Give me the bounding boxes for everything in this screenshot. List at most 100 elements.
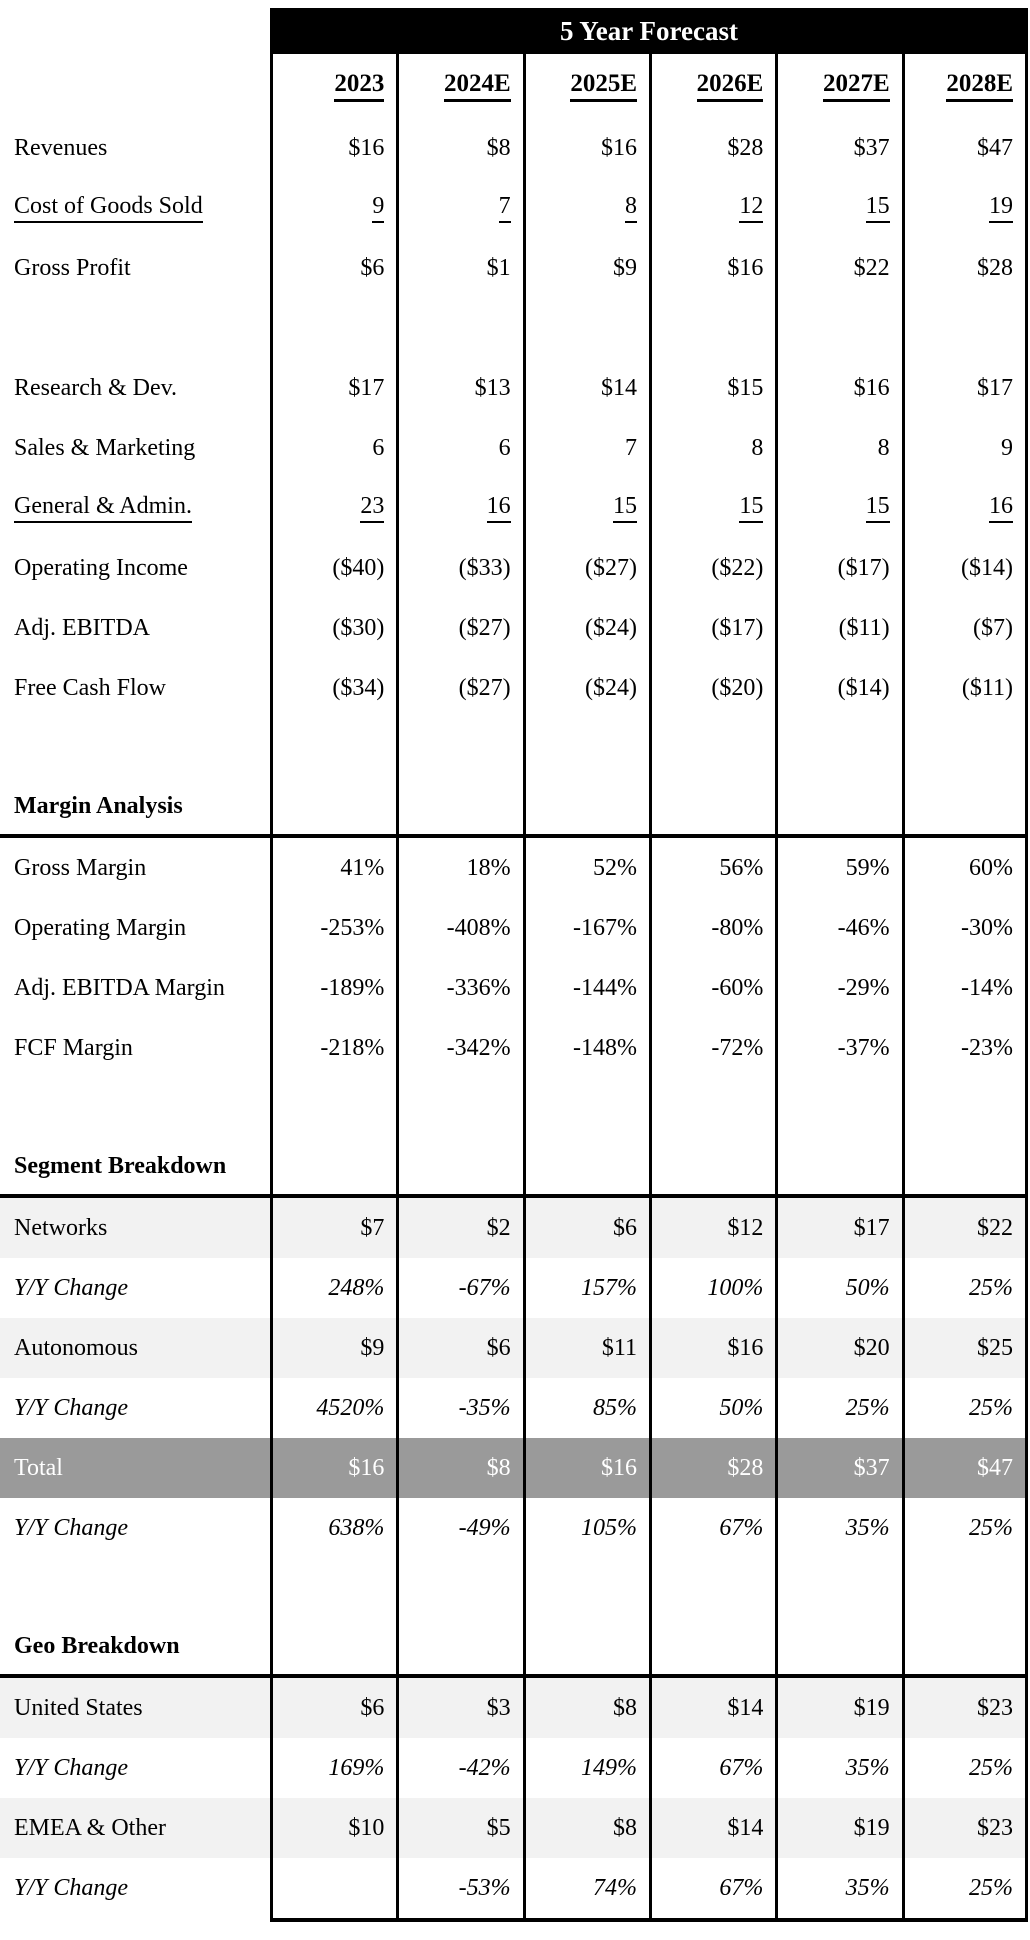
- row-label-text: Adj. EBITDA: [14, 614, 150, 641]
- year-header-cell-2026e: 2026E: [649, 54, 775, 118]
- value-cell: 157%: [522, 1258, 649, 1318]
- value-cell: -253%: [270, 898, 396, 958]
- value-cell: $9: [522, 238, 649, 298]
- row-label: Cost of Goods Sold: [0, 178, 270, 238]
- value-cell: $2: [396, 1198, 522, 1258]
- value-cell: ($24): [522, 598, 649, 658]
- row-label: Margin Analysis: [0, 778, 270, 834]
- value-cell: ($27): [522, 538, 649, 598]
- value-cell: $19: [775, 1678, 901, 1738]
- value-cell: 25%: [901, 1258, 1028, 1318]
- value-cell: 35%: [775, 1738, 901, 1798]
- value-text: $22: [977, 1214, 1013, 1241]
- value-text: -60%: [711, 974, 764, 1001]
- value-cell: $17: [901, 358, 1028, 418]
- value-cell: -167%: [522, 898, 649, 958]
- value-cell: [396, 298, 522, 358]
- value-cell: ($17): [649, 598, 775, 658]
- value-text: -46%: [837, 914, 890, 941]
- value-text: 23: [360, 493, 385, 523]
- row-label: Research & Dev.: [0, 358, 270, 418]
- row-label-text: EMEA & Other: [14, 1814, 166, 1841]
- row-label-text: Y/Y Change: [14, 1874, 129, 1901]
- year-header-cell-2024e: 2024E: [396, 54, 522, 118]
- value-text: ($27): [458, 674, 511, 701]
- value-cell: 15: [775, 178, 901, 238]
- spacer-row: [0, 1558, 1028, 1618]
- value-cell: 50%: [775, 1258, 901, 1318]
- value-text: $14: [727, 1814, 764, 1841]
- value-text: -72%: [711, 1034, 764, 1061]
- value-text: $6: [360, 254, 385, 281]
- row-label-text: Geo Breakdown: [14, 1632, 180, 1659]
- value-text: -37%: [837, 1034, 890, 1061]
- value-text: -29%: [837, 974, 890, 1001]
- row-label: [0, 1558, 270, 1618]
- value-cell: $1: [396, 238, 522, 298]
- value-cell: [775, 1138, 901, 1194]
- value-text: 41%: [340, 854, 385, 881]
- value-cell: [396, 1618, 522, 1674]
- row-label: Autonomous: [0, 1318, 270, 1378]
- row-label-text: Segment Breakdown: [14, 1152, 227, 1179]
- value-cell: $28: [649, 118, 775, 178]
- value-text: -35%: [458, 1394, 511, 1421]
- value-cell: -218%: [270, 1018, 396, 1078]
- value-text: $17: [853, 1214, 890, 1241]
- value-text: $5: [486, 1814, 511, 1841]
- value-cell: -189%: [270, 958, 396, 1018]
- value-cell: 35%: [775, 1498, 901, 1558]
- row-label-text: Y/Y Change: [14, 1754, 129, 1781]
- value-cell: $6: [270, 238, 396, 298]
- value-text: 16: [989, 493, 1013, 523]
- value-cell: $23: [901, 1678, 1028, 1738]
- section-header-row: Geo Breakdown: [0, 1618, 1028, 1678]
- value-cell: $19: [775, 1798, 901, 1858]
- value-cell: -49%: [396, 1498, 522, 1558]
- value-text: ($24): [585, 674, 637, 701]
- value-text: $37: [853, 134, 890, 161]
- value-cell: -35%: [396, 1378, 522, 1438]
- value-text: 25%: [969, 1394, 1013, 1421]
- value-cell: $9: [270, 1318, 396, 1378]
- value-text: 67%: [719, 1874, 764, 1901]
- value-text: 67%: [719, 1754, 764, 1781]
- value-cell: $47: [901, 118, 1028, 178]
- value-text: ($20): [711, 674, 764, 701]
- row-label: United States: [0, 1678, 270, 1738]
- value-text: -67%: [458, 1274, 511, 1301]
- year-header-cell-2028e: 2028E: [901, 54, 1028, 118]
- value-cell: $22: [901, 1198, 1028, 1258]
- value-cell: ($11): [775, 598, 901, 658]
- value-text: $6: [613, 1214, 637, 1241]
- value-cell: 7: [396, 178, 522, 238]
- row-label-text: Gross Margin: [14, 854, 147, 881]
- value-cell: [396, 1078, 522, 1138]
- value-text: -42%: [458, 1754, 511, 1781]
- value-text: 8: [877, 434, 890, 461]
- value-text: 50%: [845, 1274, 890, 1301]
- value-text: 157%: [581, 1274, 637, 1301]
- value-text: $1: [486, 254, 511, 281]
- row-label: Operating Margin: [0, 898, 270, 958]
- year-label: 2023: [334, 70, 385, 102]
- value-cell: 41%: [270, 838, 396, 898]
- value-cell: $17: [775, 1198, 901, 1258]
- value-text: 4520%: [316, 1394, 385, 1421]
- value-cell: ($27): [396, 598, 522, 658]
- year-header-spacer: [0, 54, 270, 118]
- value-cell: 248%: [270, 1258, 396, 1318]
- spacer-row: [0, 298, 1028, 358]
- value-cell: $13: [396, 358, 522, 418]
- value-text: $3: [486, 1694, 511, 1721]
- value-text: $17: [977, 374, 1013, 401]
- value-cell: [649, 718, 775, 778]
- value-cell: 105%: [522, 1498, 649, 1558]
- value-cell: ($34): [270, 658, 396, 718]
- row-label-text: Operating Margin: [14, 914, 187, 941]
- value-cell: $8: [396, 1438, 522, 1498]
- table-row: Y/Y Change 248% -67% 157% 100% 50% 25%: [0, 1258, 1028, 1318]
- value-cell: 25%: [901, 1378, 1028, 1438]
- value-cell: [522, 1558, 649, 1618]
- value-cell: 15: [649, 478, 775, 538]
